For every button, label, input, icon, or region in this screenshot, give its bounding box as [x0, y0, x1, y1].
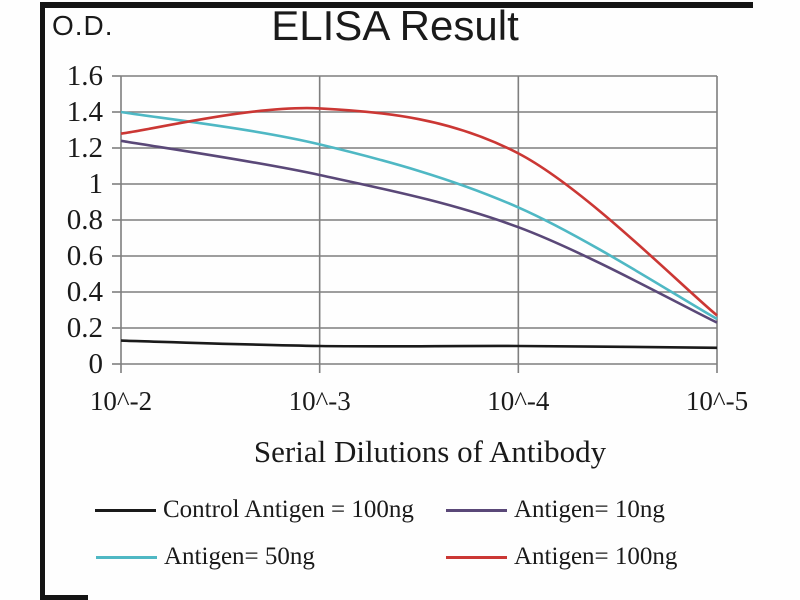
- legend-label-antigen-100ng: Antigen= 100ng: [514, 543, 678, 570]
- legend-swatch-control-antigen-100ng: [95, 509, 156, 512]
- x-tick-label: 10^-4: [487, 386, 550, 416]
- y-axis-unit-label: O.D.: [52, 10, 114, 41]
- x-tick-label: 10^-2: [89, 386, 153, 416]
- curve-antigen-10ng: [120, 139, 718, 324]
- legend-swatch-antigen-10ng: [446, 509, 507, 512]
- x-tick-label: 10^-3: [288, 386, 351, 416]
- y-tick-label: 1.4: [66, 96, 103, 128]
- y-tick-label: 0.2: [66, 312, 103, 344]
- legend-label-antigen-50ng: Antigen= 50ng: [164, 543, 315, 570]
- y-tick-label: 0.4: [66, 276, 103, 308]
- plot-area: [112, 75, 718, 373]
- y-tick-label: 1: [88, 168, 104, 200]
- image-border-bottom-stub: [40, 595, 88, 600]
- curve-control-antigen-100ng: [120, 339, 718, 350]
- chart-title: ELISA Result: [271, 2, 519, 49]
- legend-swatch-antigen-50ng: [96, 556, 157, 559]
- curve-antigen-50ng: [120, 110, 718, 321]
- legend-label-control-antigen-100ng: Control Antigen = 100ng: [163, 496, 414, 523]
- y-tick-label: 0.6: [66, 240, 103, 272]
- y-tick-label: 1.2: [66, 132, 103, 164]
- y-tick-label: 0.8: [66, 204, 103, 236]
- legend-swatch-antigen-100ng: [446, 556, 507, 559]
- y-tick-label: 1.6: [66, 60, 103, 92]
- x-tick-label: 10^-5: [685, 386, 749, 416]
- curve-antigen-100ng: [120, 106, 718, 317]
- legend-label-antigen-10ng: Antigen= 10ng: [514, 496, 665, 523]
- y-tick-label: 0: [88, 348, 104, 380]
- x-axis-title: Serial Dilutions of Antibody: [253, 434, 607, 469]
